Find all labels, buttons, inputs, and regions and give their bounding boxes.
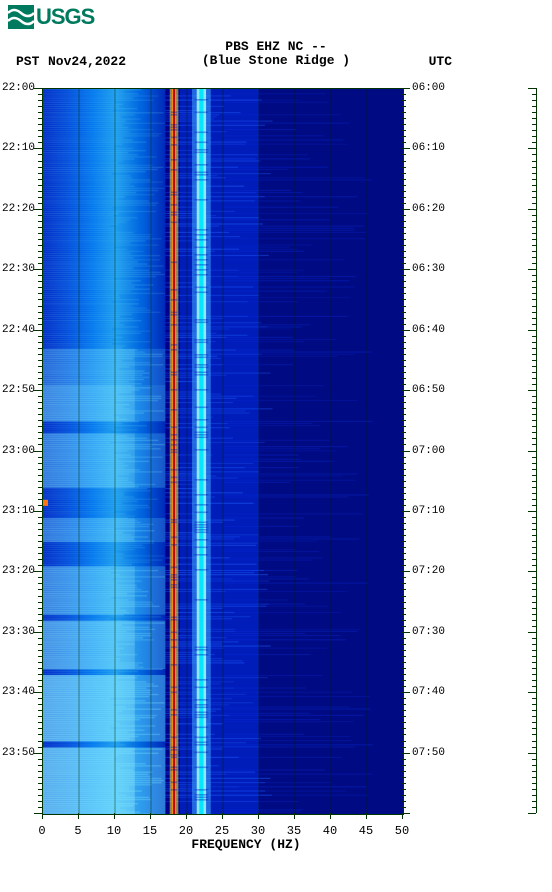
wave-icon	[8, 5, 34, 29]
y-left-tick: 23:10	[2, 505, 35, 517]
y-right-tick: 07:00	[412, 445, 445, 457]
x-tick: 50	[395, 824, 409, 838]
y-right-tick: 07:40	[412, 686, 445, 698]
y-left-tick: 23:50	[2, 747, 35, 759]
y-left-tick: 23:20	[2, 565, 35, 577]
y-left-tick: 22:10	[2, 142, 35, 154]
right-axis-bar	[536, 88, 537, 813]
utc-label: UTC	[429, 54, 452, 69]
y-right-tick: 06:00	[412, 82, 445, 94]
pst-label: PST	[16, 54, 39, 69]
x-tick: 0	[38, 824, 45, 838]
y-left-tick: 23:00	[2, 445, 35, 457]
title-line-1: PBS EHZ NC --	[0, 40, 552, 54]
y-left-tick: 22:50	[2, 384, 35, 396]
y-left-tick: 23:40	[2, 686, 35, 698]
x-tick: 35	[287, 824, 301, 838]
y-right-tick: 06:10	[412, 142, 445, 154]
spectrogram-plot	[42, 88, 404, 815]
y-left-tick: 22:20	[2, 203, 35, 215]
usgs-logo: USGS	[8, 4, 94, 30]
y-left-tick: 22:40	[2, 324, 35, 336]
x-tick: 40	[323, 824, 337, 838]
x-tick: 25	[215, 824, 229, 838]
y-right-tick: 07:30	[412, 626, 445, 638]
y-right-tick: 06:50	[412, 384, 445, 396]
x-tick: 15	[143, 824, 157, 838]
spectrogram-svg	[43, 89, 403, 814]
x-tick: 45	[359, 824, 373, 838]
y-right-tick: 06:40	[412, 324, 445, 336]
y-right-tick: 07:10	[412, 505, 445, 517]
y-left-tick: 23:30	[2, 626, 35, 638]
x-axis-label: FREQUENCY (HZ)	[0, 837, 522, 852]
y-right-tick: 06:20	[412, 203, 445, 215]
y-left-tick: 22:30	[2, 263, 35, 275]
x-tick: 30	[251, 824, 265, 838]
logo-text: USGS	[36, 4, 94, 30]
y-right-tick: 07:20	[412, 565, 445, 577]
y-right-tick: 07:50	[412, 747, 445, 759]
x-tick: 5	[74, 824, 81, 838]
x-tick: 20	[179, 824, 193, 838]
x-tick: 10	[107, 824, 121, 838]
date-label: Nov24,2022	[48, 54, 126, 69]
y-left-tick: 22:00	[2, 82, 35, 94]
y-right-tick: 06:30	[412, 263, 445, 275]
